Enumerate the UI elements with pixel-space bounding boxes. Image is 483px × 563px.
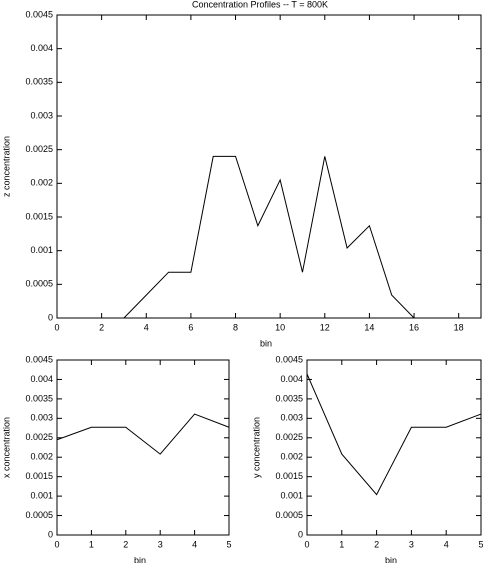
y-tick-label: 0.002 bbox=[30, 452, 53, 462]
x-tick-label: 10 bbox=[275, 322, 285, 332]
x-tick-label: 1 bbox=[339, 539, 344, 549]
y-tick-label: 0.001 bbox=[30, 245, 53, 255]
y-tick-label: 0.0035 bbox=[25, 393, 53, 403]
x-tick-label: 16 bbox=[409, 322, 419, 332]
chart-title: Concentration Profiles -- T = 800K bbox=[192, 0, 328, 9]
x-tick-label: 12 bbox=[320, 322, 330, 332]
x-tick-label: 3 bbox=[409, 539, 414, 549]
data-line bbox=[57, 155, 459, 319]
y-tick-label: 0.0045 bbox=[25, 9, 53, 19]
x-tick-label: 8 bbox=[233, 322, 238, 332]
y-axis-label: y concentration bbox=[251, 417, 261, 478]
x-tick-label: 4 bbox=[192, 539, 197, 549]
y-tick-label: 0 bbox=[48, 312, 53, 322]
y-tick-label: 0.002 bbox=[30, 178, 53, 188]
plot-frame bbox=[306, 359, 482, 536]
x-tick-label: 0 bbox=[54, 322, 59, 332]
y-tick-label: 0.001 bbox=[30, 490, 53, 500]
y-tick-label: 0.0015 bbox=[25, 471, 53, 481]
x-axis-label: bin bbox=[134, 555, 146, 563]
x-tick-label: 5 bbox=[478, 539, 483, 549]
plot-frame bbox=[56, 359, 230, 536]
x-tick-label: 18 bbox=[454, 322, 464, 332]
y-tick-label: 0.004 bbox=[30, 374, 53, 384]
plot-frame bbox=[56, 14, 482, 319]
y-tick-label: 0.004 bbox=[280, 374, 303, 384]
y-tick-label: 0.003 bbox=[30, 110, 53, 120]
y-tick-label: 0.0005 bbox=[25, 279, 53, 289]
data-line bbox=[56, 413, 230, 455]
y-tick-label: 0 bbox=[298, 529, 303, 539]
y-tick-label: 0.002 bbox=[280, 452, 303, 462]
x-tick-label: 4 bbox=[144, 322, 149, 332]
y-tick-label: 0.0035 bbox=[275, 393, 303, 403]
y-tick-label: 0.003 bbox=[280, 413, 303, 423]
x-axis-label: bin bbox=[260, 338, 272, 348]
x-tick-label: 1 bbox=[89, 539, 94, 549]
data-line bbox=[306, 373, 482, 496]
x-tick-label: 4 bbox=[444, 539, 449, 549]
y-tick-label: 0.0045 bbox=[275, 354, 303, 364]
x-tick-label: 0 bbox=[54, 539, 59, 549]
y-tick-label: 0.0025 bbox=[25, 144, 53, 154]
y-tick-label: 0.0035 bbox=[25, 77, 53, 87]
y-tick-label: 0 bbox=[48, 529, 53, 539]
y-tick-label: 0.0005 bbox=[275, 510, 303, 520]
x-tick-label: 2 bbox=[99, 322, 104, 332]
x-tick-label: 0 bbox=[304, 539, 309, 549]
y-tick-label: 0.004 bbox=[30, 43, 53, 53]
x-tick-label: 2 bbox=[123, 539, 128, 549]
y-tick-label: 0.0005 bbox=[25, 510, 53, 520]
x-tick-label: 5 bbox=[226, 539, 231, 549]
x-tick-label: 14 bbox=[364, 322, 374, 332]
y-axis-label: x concentration bbox=[1, 417, 11, 478]
y-axis-label: z concentration bbox=[1, 136, 11, 197]
y-tick-label: 0.003 bbox=[30, 413, 53, 423]
y-tick-label: 0.001 bbox=[280, 490, 303, 500]
y-tick-label: 0.0015 bbox=[275, 471, 303, 481]
x-tick-label: 3 bbox=[158, 539, 163, 549]
y-tick-label: 0.0015 bbox=[25, 211, 53, 221]
y-tick-label: 0.0025 bbox=[25, 432, 53, 442]
y-tick-label: 0.0045 bbox=[25, 354, 53, 364]
x-axis-label: bin bbox=[385, 555, 397, 563]
x-tick-label: 2 bbox=[374, 539, 379, 549]
x-tick-label: 6 bbox=[188, 322, 193, 332]
y-tick-label: 0.0025 bbox=[275, 432, 303, 442]
